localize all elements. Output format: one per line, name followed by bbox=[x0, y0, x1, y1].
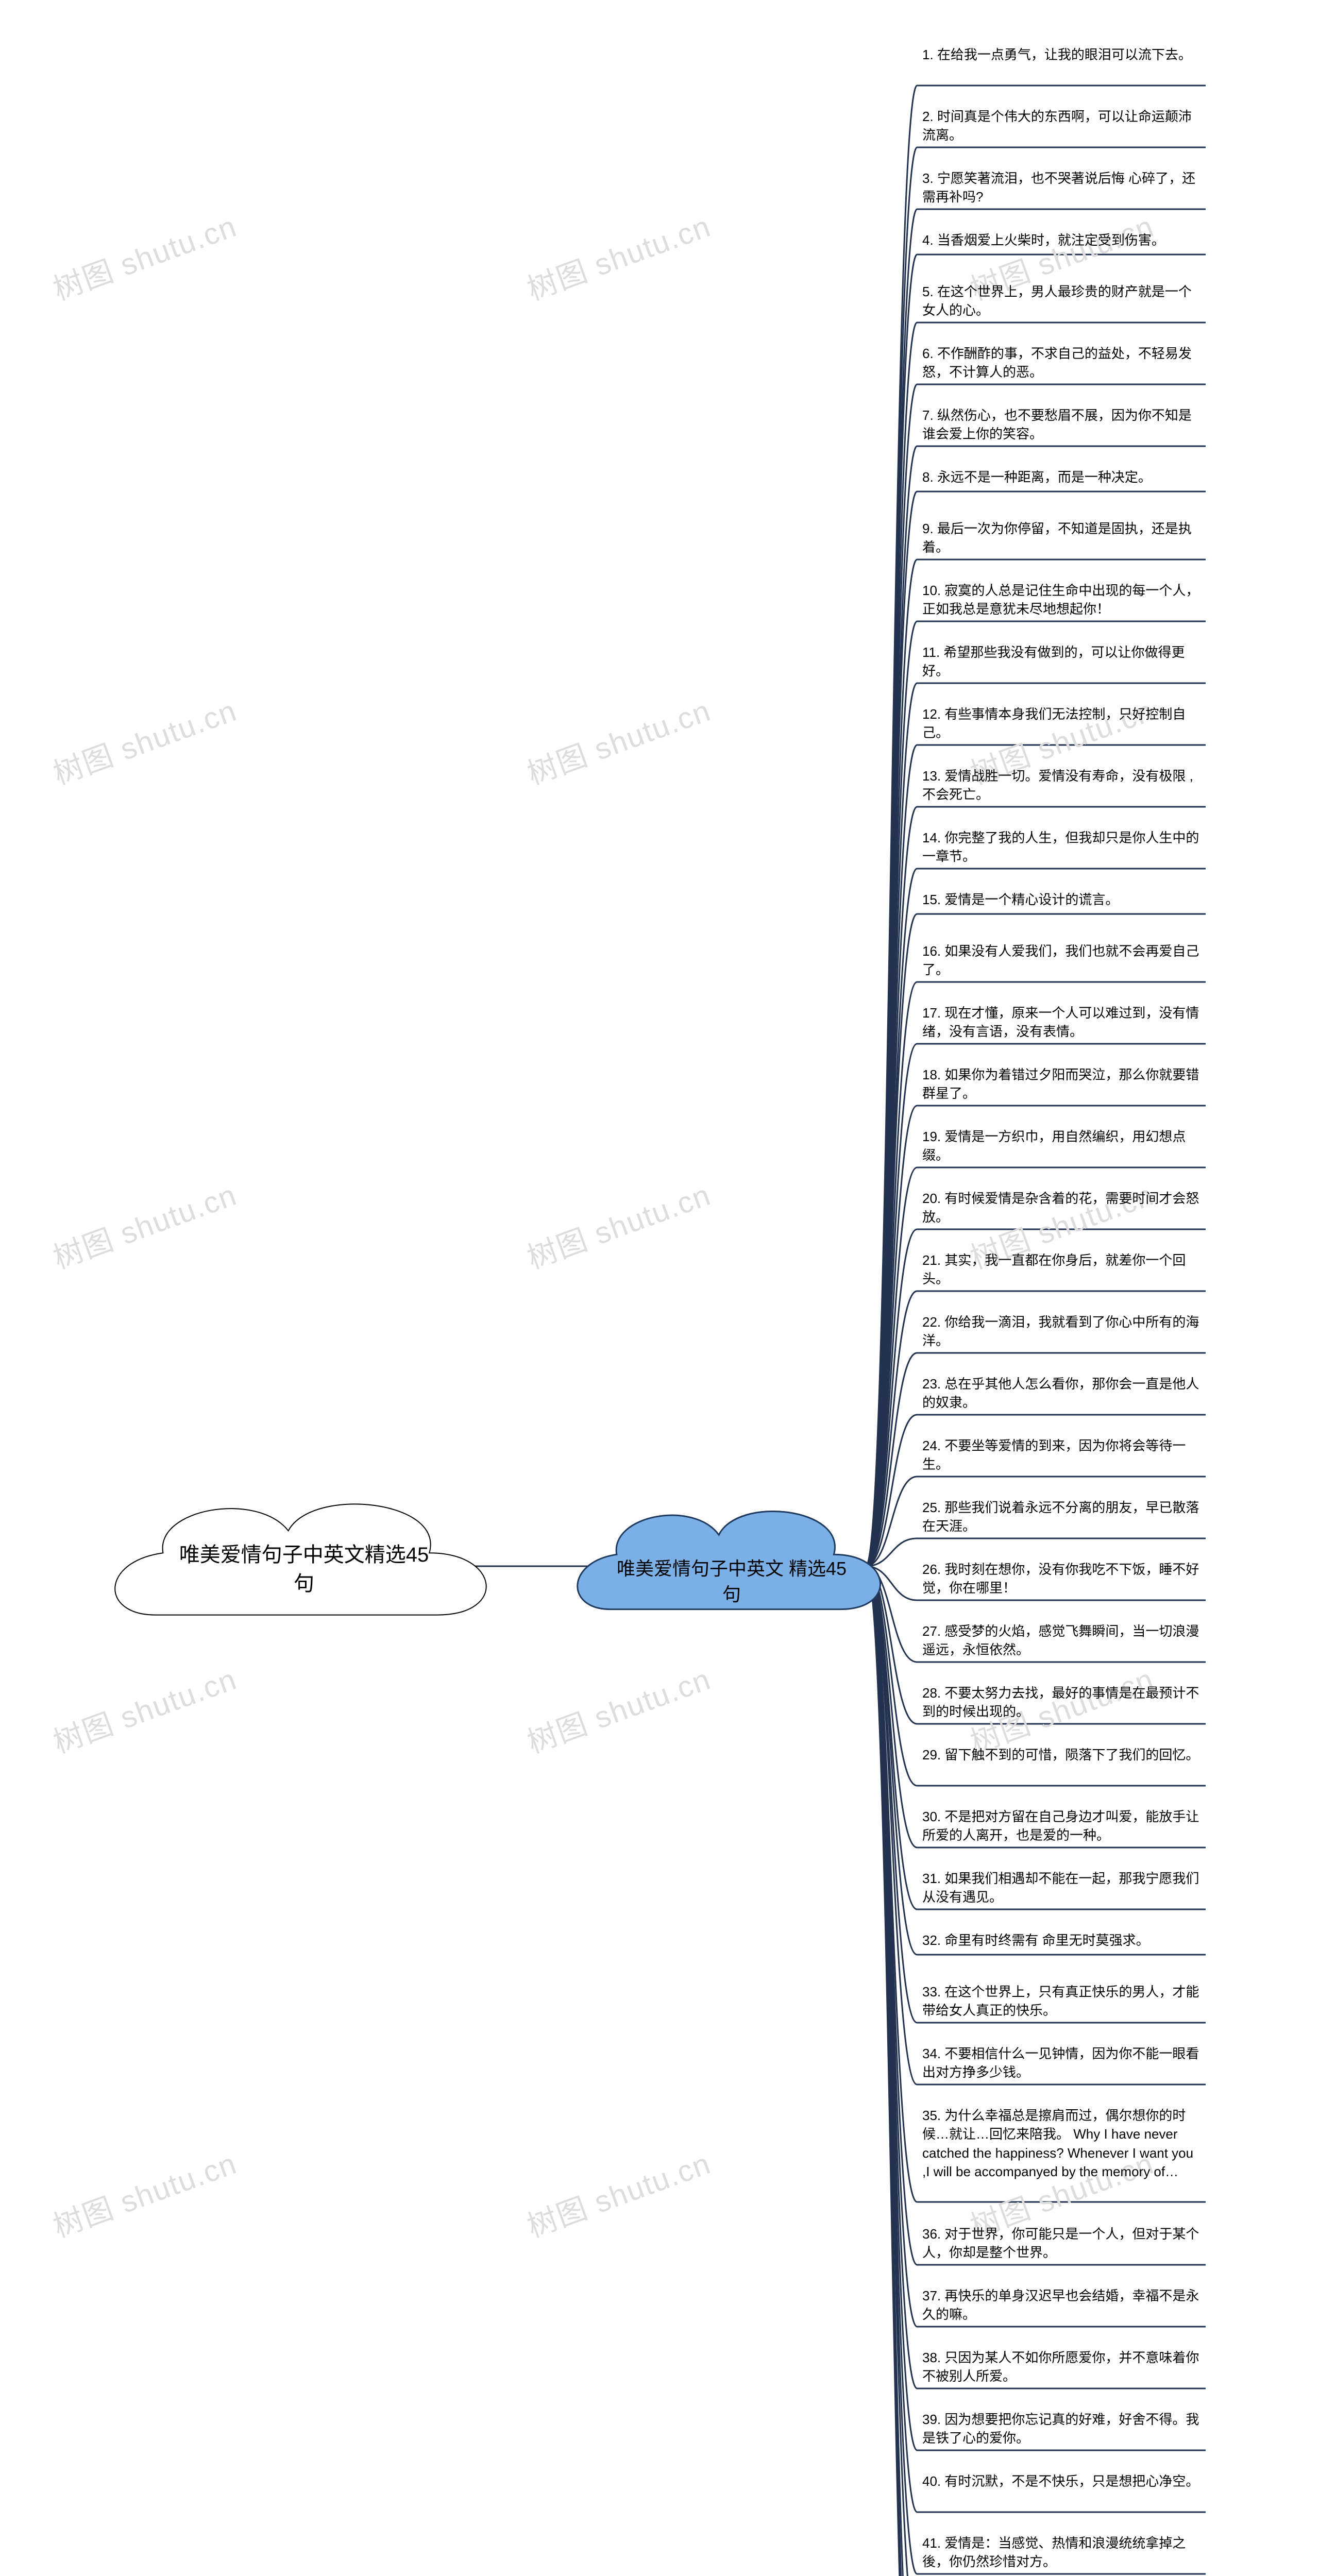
leaf-item: 13. 爱情战胜一切。爱情没有寿命，没有极限 ,不会死亡。 bbox=[922, 767, 1200, 804]
leaf-item: 37. 再快乐的单身汉迟早也会结婚，幸福不是永久的嘛。 bbox=[922, 2286, 1200, 2324]
leaf-item: 31. 如果我们相遇却不能在一起，那我宁愿我们从没有遇见。 bbox=[922, 1869, 1200, 1907]
leaf-item: 41. 爱情是：当感觉、热情和浪漫统统拿掉之後，你仍然珍惜对方。 bbox=[922, 2534, 1200, 2571]
leaf-item: 33. 在这个世界上，只有真正快乐的男人，才能带给女人真正的快乐。 bbox=[922, 1982, 1200, 2020]
leaf-item: 19. 爱情是一方织巾，用自然编织，用幻想点缀。 bbox=[922, 1127, 1200, 1165]
leaf-item: 2. 时间真是个伟大的东西啊，可以让命运颠沛流离。 bbox=[922, 107, 1200, 145]
leaf-item: 30. 不是把对方留在自己身边才叫爱，能放手让所爱的人离开，也是爱的一种。 bbox=[922, 1807, 1200, 1845]
leaf-item: 20. 有时候爱情是杂含着的花，需要时间才会怒放。 bbox=[922, 1189, 1200, 1227]
leaf-item: 28. 不要太努力去找，最好的事情是在最预计不到的时候出现的。 bbox=[922, 1684, 1200, 1721]
leaf-item: 11. 希望那些我没有做到的，可以让你做得更好。 bbox=[922, 643, 1200, 681]
leaf-item: 1. 在给我一点勇气，让我的眼泪可以流下去。 bbox=[922, 45, 1200, 64]
leaf-item: 40. 有时沉默，不是不快乐，只是想把心净空。 bbox=[922, 2472, 1200, 2490]
leaf-item: 29. 留下触不到的可惜，陨落下了我们的回忆。 bbox=[922, 1745, 1200, 1764]
leaf-item: 16. 如果没有人爱我们，我们也就不会再爱自己了。 bbox=[922, 942, 1200, 979]
leaf-item: 38. 只因为某人不如你所愿爱你，并不意味着你不被别人所爱。 bbox=[922, 2348, 1200, 2386]
leaf-item: 26. 我时刻在想你，没有你我吃不下饭，睡不好觉，你在哪里！ bbox=[922, 1560, 1200, 1598]
leaf-item: 22. 你给我一滴泪，我就看到了你心中所有的海洋。 bbox=[922, 1313, 1200, 1350]
leaf-item: 25. 那些我们说着永远不分离的朋友，早已散落在天涯。 bbox=[922, 1498, 1200, 1536]
leaf-item: 5. 在这个世界上，男人最珍贵的财产就是一个女人的心。 bbox=[922, 282, 1200, 320]
leaf-item: 8. 永远不是一种距离，而是一种决定。 bbox=[922, 468, 1200, 486]
leaf-item: 10. 寂寞的人总是记住生命中出现的每一个人，正如我总是意犹未尽地想起你！ bbox=[922, 581, 1200, 619]
leaf-item: 23. 总在乎其他人怎么看你，那你会一直是他人的奴隶。 bbox=[922, 1375, 1200, 1412]
leaf-item: 35. 为什么幸福总是擦肩而过，偶尔想你的时候…就让…回忆来陪我。 Why I … bbox=[922, 2106, 1200, 2181]
leaf-item: 32. 命里有时终需有 命里无时莫强求。 bbox=[922, 1931, 1200, 1950]
leaf-item: 12. 有些事情本身我们无法控制，只好控制自己。 bbox=[922, 705, 1200, 742]
middle-label: 唯美爱情句子中英文 精选45句 bbox=[608, 1556, 855, 1608]
root-label: 唯美爱情句子中英文精选45句 bbox=[175, 1540, 433, 1598]
leaf-item: 4. 当香烟爱上火柴时，就注定受到伤害。 bbox=[922, 231, 1200, 249]
leaf-item: 39. 因为想要把你忘记真的好难，好舍不得。我是铁了心的爱你。 bbox=[922, 2410, 1200, 2448]
leaf-item: 21. 其实，我一直都在你身后，就差你一个回头。 bbox=[922, 1251, 1200, 1289]
leaf-item: 18. 如果你为着错过夕阳而哭泣，那么你就要错群星了。 bbox=[922, 1065, 1200, 1103]
leaf-item: 36. 对于世界，你可能只是一个人，但对于某个人，你却是整个世界。 bbox=[922, 2225, 1200, 2262]
leaf-item: 34. 不要相信什么一见钟情，因为你不能一眼看出对方挣多少钱。 bbox=[922, 2044, 1200, 2082]
leaf-item: 15. 爱情是一个精心设计的谎言。 bbox=[922, 890, 1200, 909]
leaf-item: 14. 你完整了我的人生，但我却只是你人生中的一章节。 bbox=[922, 828, 1200, 866]
connector-middle-leaf bbox=[866, 1566, 917, 2388]
leaf-item: 9. 最后一次为你停留，不知道是固执，还是执着。 bbox=[922, 519, 1200, 557]
leaf-item: 3. 宁愿笑著流泪，也不哭著说后悔 心碎了，还需再补吗? bbox=[922, 169, 1200, 207]
leaf-item: 24. 不要坐等爱情的到来，因为你将会等待一生。 bbox=[922, 1436, 1200, 1474]
leaf-item: 7. 纵然伤心，也不要愁眉不展，因为你不知是谁会爱上你的笑容。 bbox=[922, 406, 1200, 444]
leaf-item: 27. 感受梦的火焰，感觉飞舞瞬间，当一切浪漫遥远，永恒依然。 bbox=[922, 1622, 1200, 1659]
leaf-item: 17. 现在才懂，原来一个人可以难过到，没有情绪，没有言语，没有表情。 bbox=[922, 1004, 1200, 1041]
leaf-item: 6. 不作酬酢的事，不求自己的益处，不轻易发怒，不计算人的恶。 bbox=[922, 344, 1200, 382]
